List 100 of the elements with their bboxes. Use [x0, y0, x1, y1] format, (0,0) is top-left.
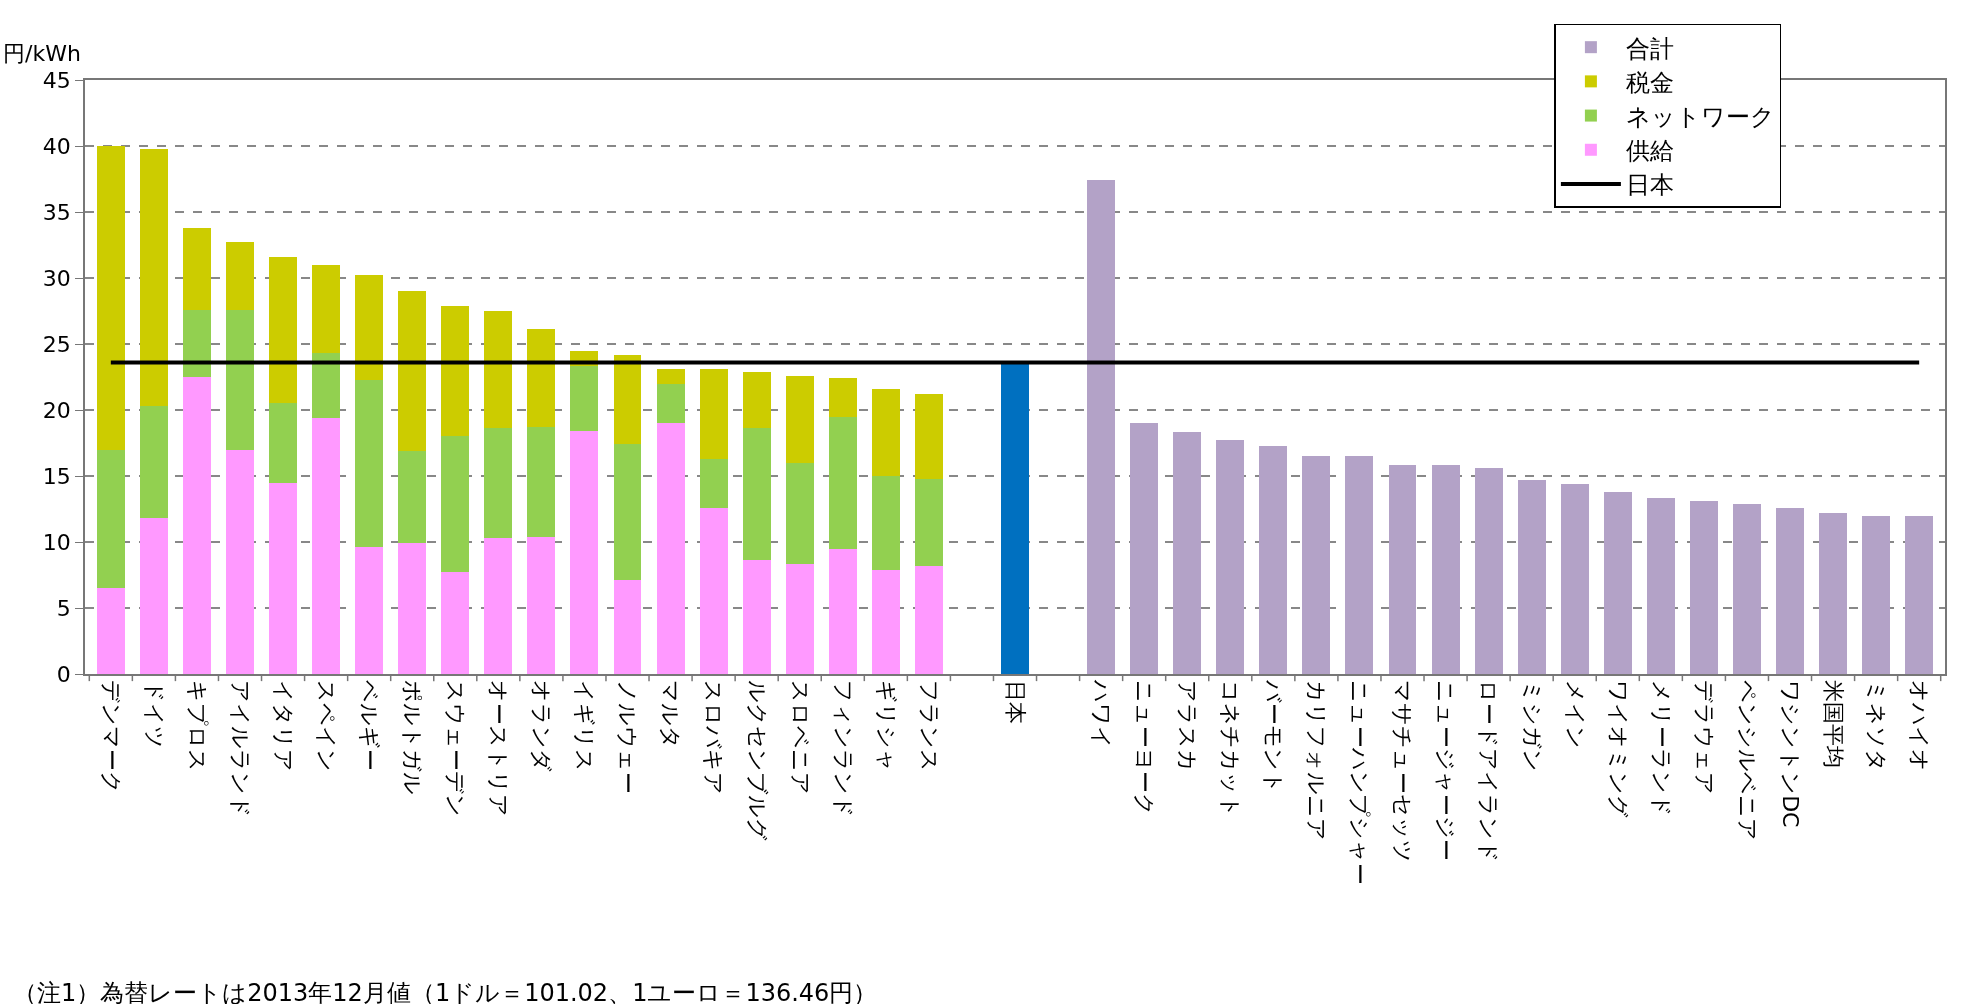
bar	[1431, 465, 1460, 674]
x-tick-label: ミネソタ	[1863, 680, 1889, 773]
y-tick-label: 0	[56, 661, 71, 687]
x-tick-label: アラスカ	[1175, 680, 1201, 773]
bar	[1173, 432, 1202, 674]
x-tick-label: デラウェア	[1691, 680, 1717, 796]
bar	[570, 431, 599, 674]
bar	[1345, 456, 1374, 674]
bar	[828, 416, 857, 549]
bar	[914, 565, 943, 674]
bar	[656, 423, 685, 674]
x-tick-label: アイルランド	[227, 680, 253, 819]
y-tick-label: 40	[42, 133, 71, 159]
x-tick-label: デンマーク	[98, 680, 124, 795]
bar	[785, 564, 814, 674]
bar	[828, 378, 857, 417]
bar	[1560, 483, 1589, 674]
bar	[914, 394, 943, 479]
y-tick-label: 30	[42, 265, 71, 291]
legend-label: ネットワーク	[1625, 102, 1775, 131]
bar	[785, 375, 814, 463]
x-tick-label: キプロス	[184, 680, 210, 773]
x-tick-label: マルタ	[658, 680, 684, 750]
x-tick-label: ミシガン	[1519, 680, 1545, 773]
bar	[1474, 468, 1503, 674]
x-tick-label: スロバキア	[701, 680, 727, 796]
bar	[527, 427, 556, 537]
bar	[871, 569, 900, 674]
bar	[785, 462, 814, 565]
bar	[871, 476, 900, 570]
bar	[96, 588, 125, 674]
bar	[1087, 180, 1116, 674]
bar	[1001, 362, 1029, 674]
bar	[355, 379, 384, 548]
bar	[269, 403, 298, 483]
x-tick-label: コネチカット	[1218, 680, 1244, 819]
bar	[613, 580, 642, 674]
bar	[182, 227, 211, 310]
bar	[656, 383, 685, 424]
x-tick-label: 日本	[1002, 680, 1028, 725]
bar	[355, 275, 384, 380]
y-tick-label: 45	[42, 67, 71, 93]
bar	[1646, 498, 1675, 674]
y-tick-label: 35	[42, 199, 71, 225]
bar	[269, 256, 298, 404]
bar	[484, 538, 513, 674]
x-tick-label: マサチューセッツ	[1390, 680, 1416, 864]
bar	[1776, 507, 1804, 674]
bar	[398, 291, 427, 451]
bar	[441, 305, 470, 437]
legend-label: 供給	[1625, 137, 1674, 166]
x-tick-label: イギリス	[572, 680, 598, 773]
bar	[139, 406, 168, 519]
legend-label: 税金	[1625, 68, 1674, 97]
bar	[484, 428, 513, 539]
bar	[828, 548, 857, 674]
bar	[1905, 515, 1934, 674]
x-tick-label: ハワイ	[1088, 679, 1114, 750]
x-tick-label: イタリア	[270, 680, 296, 773]
x-tick-label: バーモント	[1261, 679, 1287, 795]
bar	[613, 354, 642, 445]
x-tick-label: ベルギー	[357, 680, 383, 772]
bar	[1302, 456, 1331, 674]
bar	[441, 436, 470, 573]
x-tick-label: フランス	[916, 680, 942, 773]
bar	[1216, 440, 1245, 674]
x-tick-label: ポルトガル	[400, 680, 426, 796]
x-tick-label: ワシントンDC	[1777, 680, 1803, 828]
bar	[1259, 445, 1288, 674]
bar	[355, 547, 384, 674]
x-tick-label: オハイオ	[1907, 680, 1933, 773]
bar	[1517, 479, 1546, 674]
bar	[484, 311, 513, 429]
bar	[139, 518, 168, 674]
bar	[312, 264, 341, 354]
bar	[269, 482, 298, 674]
bar	[742, 371, 771, 429]
y-tick-label: 15	[42, 463, 71, 489]
bar	[699, 369, 728, 459]
bar	[182, 309, 211, 377]
y-tick-label: 25	[42, 331, 71, 357]
bar	[656, 369, 685, 384]
bar	[1130, 423, 1159, 674]
bar	[1819, 512, 1848, 674]
bar	[226, 242, 254, 310]
x-tick-label: ドイツ	[141, 680, 167, 750]
x-tick-label: ワイオミング	[1605, 680, 1631, 819]
x-tick-label: メリーランド	[1648, 680, 1674, 818]
legend-label: 合計	[1625, 34, 1674, 63]
x-tick-label: カリフォルニア	[1304, 680, 1330, 842]
x-tick-label: ロードアイランド	[1476, 680, 1502, 864]
bar	[139, 148, 168, 407]
bar	[96, 146, 125, 450]
bar	[527, 536, 556, 674]
bar	[1732, 503, 1761, 674]
bar	[312, 353, 341, 418]
bar	[398, 543, 427, 674]
x-tick-label: ルクセンブルグ	[744, 680, 770, 842]
legend-label: 日本	[1625, 171, 1674, 200]
bar	[699, 507, 728, 674]
